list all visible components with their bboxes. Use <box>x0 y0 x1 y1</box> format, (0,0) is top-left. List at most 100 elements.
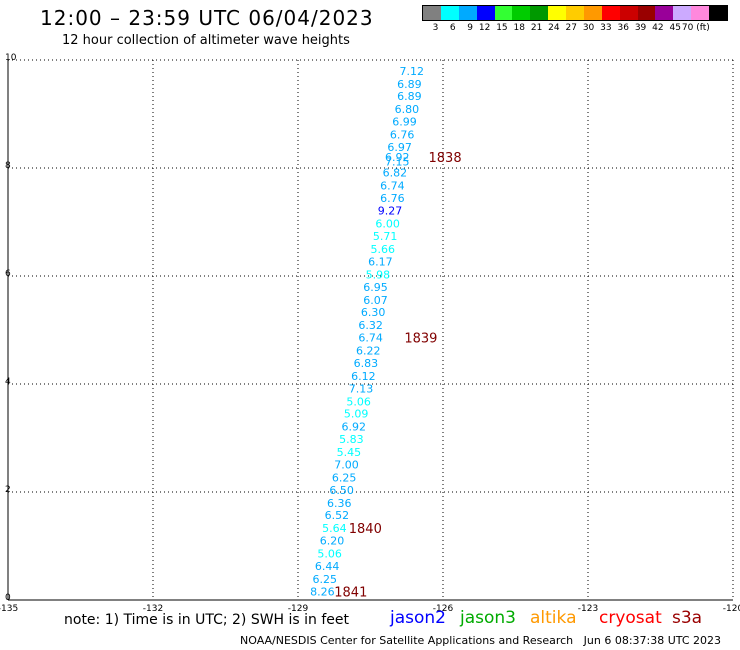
y-tick-label: 0 <box>5 593 11 603</box>
data-point-label: 6.20 <box>320 535 345 548</box>
time-label: 1841 <box>334 585 367 600</box>
x-tick-label: -120 <box>723 604 740 614</box>
data-point-label: 8.26 <box>310 585 335 598</box>
legend-label: 3 <box>432 23 439 33</box>
data-point-label: 6.17 <box>368 255 393 268</box>
data-point-label: 6.89 <box>397 90 422 103</box>
legend-label: 15 <box>496 23 508 33</box>
data-point-label: 7.00 <box>334 458 359 471</box>
legend-swatch <box>512 6 531 20</box>
legend-swatch <box>673 6 692 20</box>
time-label: 1838 <box>429 151 462 166</box>
legend-swatch <box>709 6 727 20</box>
legend-label: 36 <box>617 23 629 33</box>
legend-label: 70 (ft) <box>681 23 710 33</box>
data-point-label: 6.92 <box>385 151 410 164</box>
legend-swatch <box>440 6 459 20</box>
data-point-label: 6.97 <box>387 141 412 154</box>
legend-swatch <box>566 6 584 20</box>
data-point-label: 6.07 <box>363 294 388 307</box>
credit-line: NOAA/NESDIS Center for Satellite Applica… <box>240 634 721 647</box>
legend-swatch <box>423 6 441 20</box>
legend-label: 18 <box>513 23 525 33</box>
data-point-label: 5.98 <box>366 268 391 281</box>
data-point-label: 5.64 <box>322 522 347 535</box>
legend-swatches <box>422 5 728 21</box>
legend-label: 9 <box>467 23 473 33</box>
legend-swatch <box>583 6 602 20</box>
legend-label: 12 <box>478 23 491 33</box>
data-point-label: 5.83 <box>339 433 364 446</box>
data-point-label: 6.74 <box>358 332 383 345</box>
legend-label: 42 <box>652 23 664 33</box>
data-point-label: 6.92 <box>342 421 367 434</box>
x-tick-label: -126 <box>433 604 454 614</box>
data-point-label: 6.25 <box>313 573 338 586</box>
footer-note: note: 1) Time is in UTC; 2) SWH is in fe… <box>64 612 350 628</box>
data-point-label: 6.32 <box>358 319 383 332</box>
y-tick-label: 2 <box>5 485 11 495</box>
y-tick-label: 4 <box>5 377 11 387</box>
data-point-label: 6.22 <box>356 345 381 358</box>
y-tick-label: 8 <box>5 161 11 171</box>
legend-swatch <box>494 6 513 20</box>
x-tick-label: -132 <box>143 604 163 614</box>
satellite-label-s3a: s3a <box>672 608 703 628</box>
data-point-label: 6.76 <box>390 129 415 142</box>
data-point-label: 6.74 <box>380 179 405 192</box>
legend-label: 30 <box>582 23 595 33</box>
data-point-label: 6.52 <box>325 509 350 522</box>
data-point-label: 6.30 <box>361 306 386 319</box>
data-point-label: 6.95 <box>363 281 388 294</box>
data-point-label: 5.06 <box>346 395 371 408</box>
legend-labels: 3 6 9 12 15 18 21 24 27 30 33 36 39 42 45 70 (ft) <box>422 23 728 33</box>
data-point-label: 6.12 <box>351 370 376 383</box>
x-tick-label: -135 <box>0 604 18 614</box>
data-point-label: 5.06 <box>317 548 342 561</box>
data-point-label: 5.66 <box>371 243 396 256</box>
legend-swatch <box>548 6 566 20</box>
time-label: 1840 <box>349 522 382 537</box>
data-point-label: 6.80 <box>395 103 420 116</box>
credit-timestamp: Jun 6 08:37:38 UTC 2023 <box>583 634 722 647</box>
time-label: 1839 <box>404 332 437 347</box>
legend-label: 21 <box>530 23 543 33</box>
legend-swatch <box>691 6 709 20</box>
legend-label: 45 <box>669 23 681 33</box>
legend-swatch <box>655 6 674 20</box>
satellite-label-jason3: jason3 <box>460 608 516 628</box>
y-tick-label: 10 <box>5 53 17 63</box>
data-point-label: 7.12 <box>400 65 425 78</box>
data-point-label: 7.15 <box>385 156 410 169</box>
data-point-label: 5.45 <box>337 446 362 459</box>
data-point-label: 6.76 <box>380 192 405 205</box>
legend-label: 6 <box>449 23 456 33</box>
data-point-label: 6.44 <box>315 560 340 573</box>
data-point-label: 6.36 <box>327 497 352 510</box>
legend-swatch <box>458 6 477 20</box>
satellite-label-cryosat: cryosat <box>599 608 662 628</box>
legend-label: 33 <box>600 23 612 33</box>
color-scale-legend: 3 6 9 12 15 18 21 24 27 30 33 36 39 42 45 70 (ft) <box>422 5 728 35</box>
legend-swatch <box>530 6 549 20</box>
data-point-label: 5.71 <box>373 230 398 243</box>
data-point-label: 6.82 <box>383 166 408 179</box>
legend-label: 39 <box>634 23 647 33</box>
data-point-label: 6.00 <box>375 218 400 231</box>
data-point-label: 7.13 <box>349 382 374 395</box>
y-tick-label: 6 <box>5 269 11 279</box>
chart-title: 12:00 – 23:59 UTC 06/04/2023 <box>40 6 374 30</box>
x-tick-label: -129 <box>288 604 309 614</box>
x-tick-label: -123 <box>578 604 598 614</box>
data-point-label: 5.09 <box>344 408 369 421</box>
legend-swatch <box>637 6 656 20</box>
legend-swatch <box>619 6 638 20</box>
data-point-label: 6.89 <box>397 78 422 91</box>
data-point-label: 6.50 <box>329 484 354 497</box>
legend-label: 24 <box>548 23 560 33</box>
legend-label: 27 <box>565 23 577 33</box>
chart-subtitle: 12 hour collection of altimeter wave hei… <box>62 33 350 48</box>
data-point-label: 6.99 <box>392 116 417 129</box>
credit-text: NOAA/NESDIS Center for Satellite Applica… <box>240 634 574 647</box>
